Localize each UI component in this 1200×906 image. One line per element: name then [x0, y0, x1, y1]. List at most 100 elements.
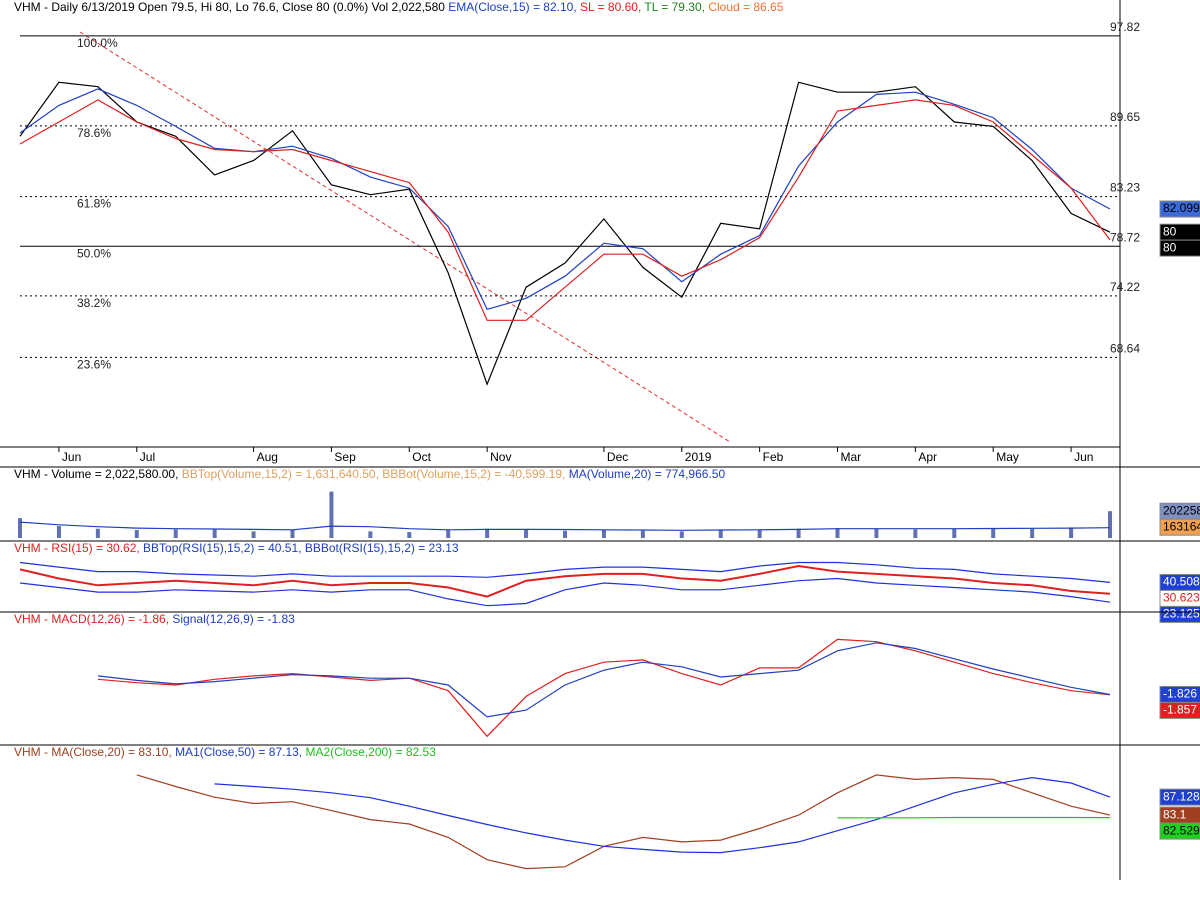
header-segment: VHM - RSI(15) = 30.62,: [14, 541, 143, 555]
volume-bar: [640, 530, 645, 538]
value-marker-label: 80: [1163, 224, 1177, 238]
volume-bar: [290, 530, 295, 538]
value-marker-label: 1631640.5: [1163, 519, 1200, 533]
value-marker-label: 2022580: [1163, 503, 1200, 517]
value-marker-box: [1159, 605, 1200, 623]
pane-header: VHM - MA(Close,20) = 83.10, MA1(Close,50…: [14, 745, 436, 759]
volume-bar: [563, 530, 567, 538]
volume-bar: [1108, 511, 1112, 538]
value-marker-label: -1.857: [1163, 703, 1197, 717]
volume-bar: [952, 528, 957, 538]
volume-bar: [874, 528, 879, 538]
fib-value-label: 78.72: [1110, 230, 1140, 244]
indicator-line: [19, 564, 1111, 598]
pane-header: VHM - Daily 6/13/2019 Open 79.5, Hi 80, …: [14, 0, 784, 14]
header-segment: EMA(Close,15) = 82.10,: [448, 0, 580, 14]
x-tick-label: May: [996, 450, 1019, 464]
volume-bar: [679, 531, 684, 538]
volume-bar: [446, 530, 451, 538]
volume-bar: [212, 528, 217, 538]
indicator-line: [97, 638, 1111, 738]
x-tick-label: Oct: [412, 450, 431, 464]
value-marker-box: [1159, 239, 1200, 257]
value-marker-box: [1159, 518, 1200, 536]
x-tick-label: Apr: [918, 450, 937, 464]
volume-bar: [757, 529, 762, 538]
volume-bar: [601, 530, 606, 538]
volume-bar: [524, 529, 529, 538]
volume-bar: [913, 529, 918, 538]
header-segment: MA1(Close,50) = 87.13,: [175, 745, 305, 759]
volume-bar: [134, 530, 139, 538]
x-tick-label: Jun: [1074, 450, 1093, 464]
header-segment: Cloud = 86.65: [708, 0, 783, 14]
x-tick-label: Jul: [140, 450, 155, 464]
fib-value-label: 74.22: [1110, 280, 1140, 294]
volume-bar: [18, 518, 22, 538]
indicator-line: [136, 774, 1111, 870]
volume-bar: [173, 529, 178, 538]
pane-header: VHM - Volume = 2,022,580.00, BBTop(Volum…: [14, 467, 725, 481]
indicator-line: [19, 81, 1111, 386]
volume-bar: [835, 528, 840, 538]
indicator-line: [19, 561, 1111, 583]
pane-header: VHM - RSI(15) = 30.62, BBTop(RSI(15),15,…: [14, 541, 459, 555]
fib-value-label: 89.65: [1110, 110, 1140, 124]
value-marker-label: 80: [1163, 240, 1177, 254]
header-segment: MA2(Close,200) = 82.53: [305, 745, 436, 759]
volume-bar: [718, 530, 723, 538]
fib-percent-label: 23.6%: [77, 357, 111, 371]
volume-bar: [485, 528, 490, 538]
x-tick-label: Dec: [607, 450, 628, 464]
header-segment: SL = 80.60,: [580, 0, 644, 14]
fib-value-label: 83.23: [1110, 181, 1140, 195]
x-tick-label: Mar: [841, 450, 862, 464]
volume-bar: [991, 528, 996, 538]
volume-bar: [251, 531, 256, 538]
x-tick-label: Nov: [490, 450, 511, 464]
value-marker-box: [1159, 701, 1200, 719]
header-segment: VHM - Volume = 2,022,580.00,: [14, 467, 182, 481]
pane-header: VHM - MACD(12,26) = -1.86, Signal(12,26,…: [14, 612, 295, 626]
volume-bar: [796, 528, 801, 538]
value-marker-label: 23.125: [1163, 607, 1200, 621]
header-segment: BBBot(Volume,15,2) = -40,599.19,: [382, 467, 568, 481]
fib-percent-label: 100.0%: [77, 36, 118, 50]
fib-percent-label: 61.8%: [77, 197, 111, 211]
indicator-line: [214, 776, 1111, 854]
fib-percent-label: 38.2%: [77, 296, 111, 310]
indicator-line: [97, 642, 1111, 718]
volume-bar: [56, 526, 61, 538]
value-marker-label: 30.623: [1163, 591, 1200, 605]
volume-bar: [95, 528, 100, 538]
header-segment: VHM - MA(Close,20) = 83.10,: [14, 745, 175, 759]
header-segment: MA(Volume,20) = 774,966.50: [569, 467, 726, 481]
indicator-line: [19, 521, 1111, 531]
header-segment: VHM - Daily 6/13/2019 Open 79.5, Hi 80, …: [14, 0, 448, 14]
volume-bar: [329, 491, 334, 538]
value-marker-label: 87.128: [1163, 789, 1200, 803]
value-marker-label: 82.099: [1163, 201, 1200, 215]
x-tick-label: Feb: [763, 450, 784, 464]
volume-bar: [1069, 527, 1074, 538]
value-marker-label: -1.826: [1163, 687, 1197, 701]
value-marker-label: 83.1: [1163, 807, 1187, 821]
value-marker-label: 40.508: [1163, 575, 1200, 589]
header-segment: VHM - MACD(12,26) = -1.86,: [14, 612, 172, 626]
x-tick-label: 2019: [685, 450, 712, 464]
header-segment: BBTop(Volume,15,2) = 1,631,640.50,: [182, 467, 382, 481]
volume-bar: [1030, 528, 1035, 538]
header-segment: BBBot(RSI(15),15,2) = 23.13: [305, 541, 459, 555]
volume-bar: [407, 532, 412, 538]
value-marker-box: [1159, 200, 1200, 218]
header-segment: Signal(12,26,9) = -1.83: [172, 612, 295, 626]
indicator-line: [19, 88, 1111, 311]
indicator-line: [19, 99, 1111, 321]
header-segment: BBTop(RSI(15),15,2) = 40.51,: [143, 541, 305, 555]
x-tick-label: Sep: [334, 450, 356, 464]
volume-bar: [368, 531, 373, 538]
value-marker-box: [1159, 788, 1200, 806]
value-marker-label: 82.529: [1163, 823, 1200, 837]
